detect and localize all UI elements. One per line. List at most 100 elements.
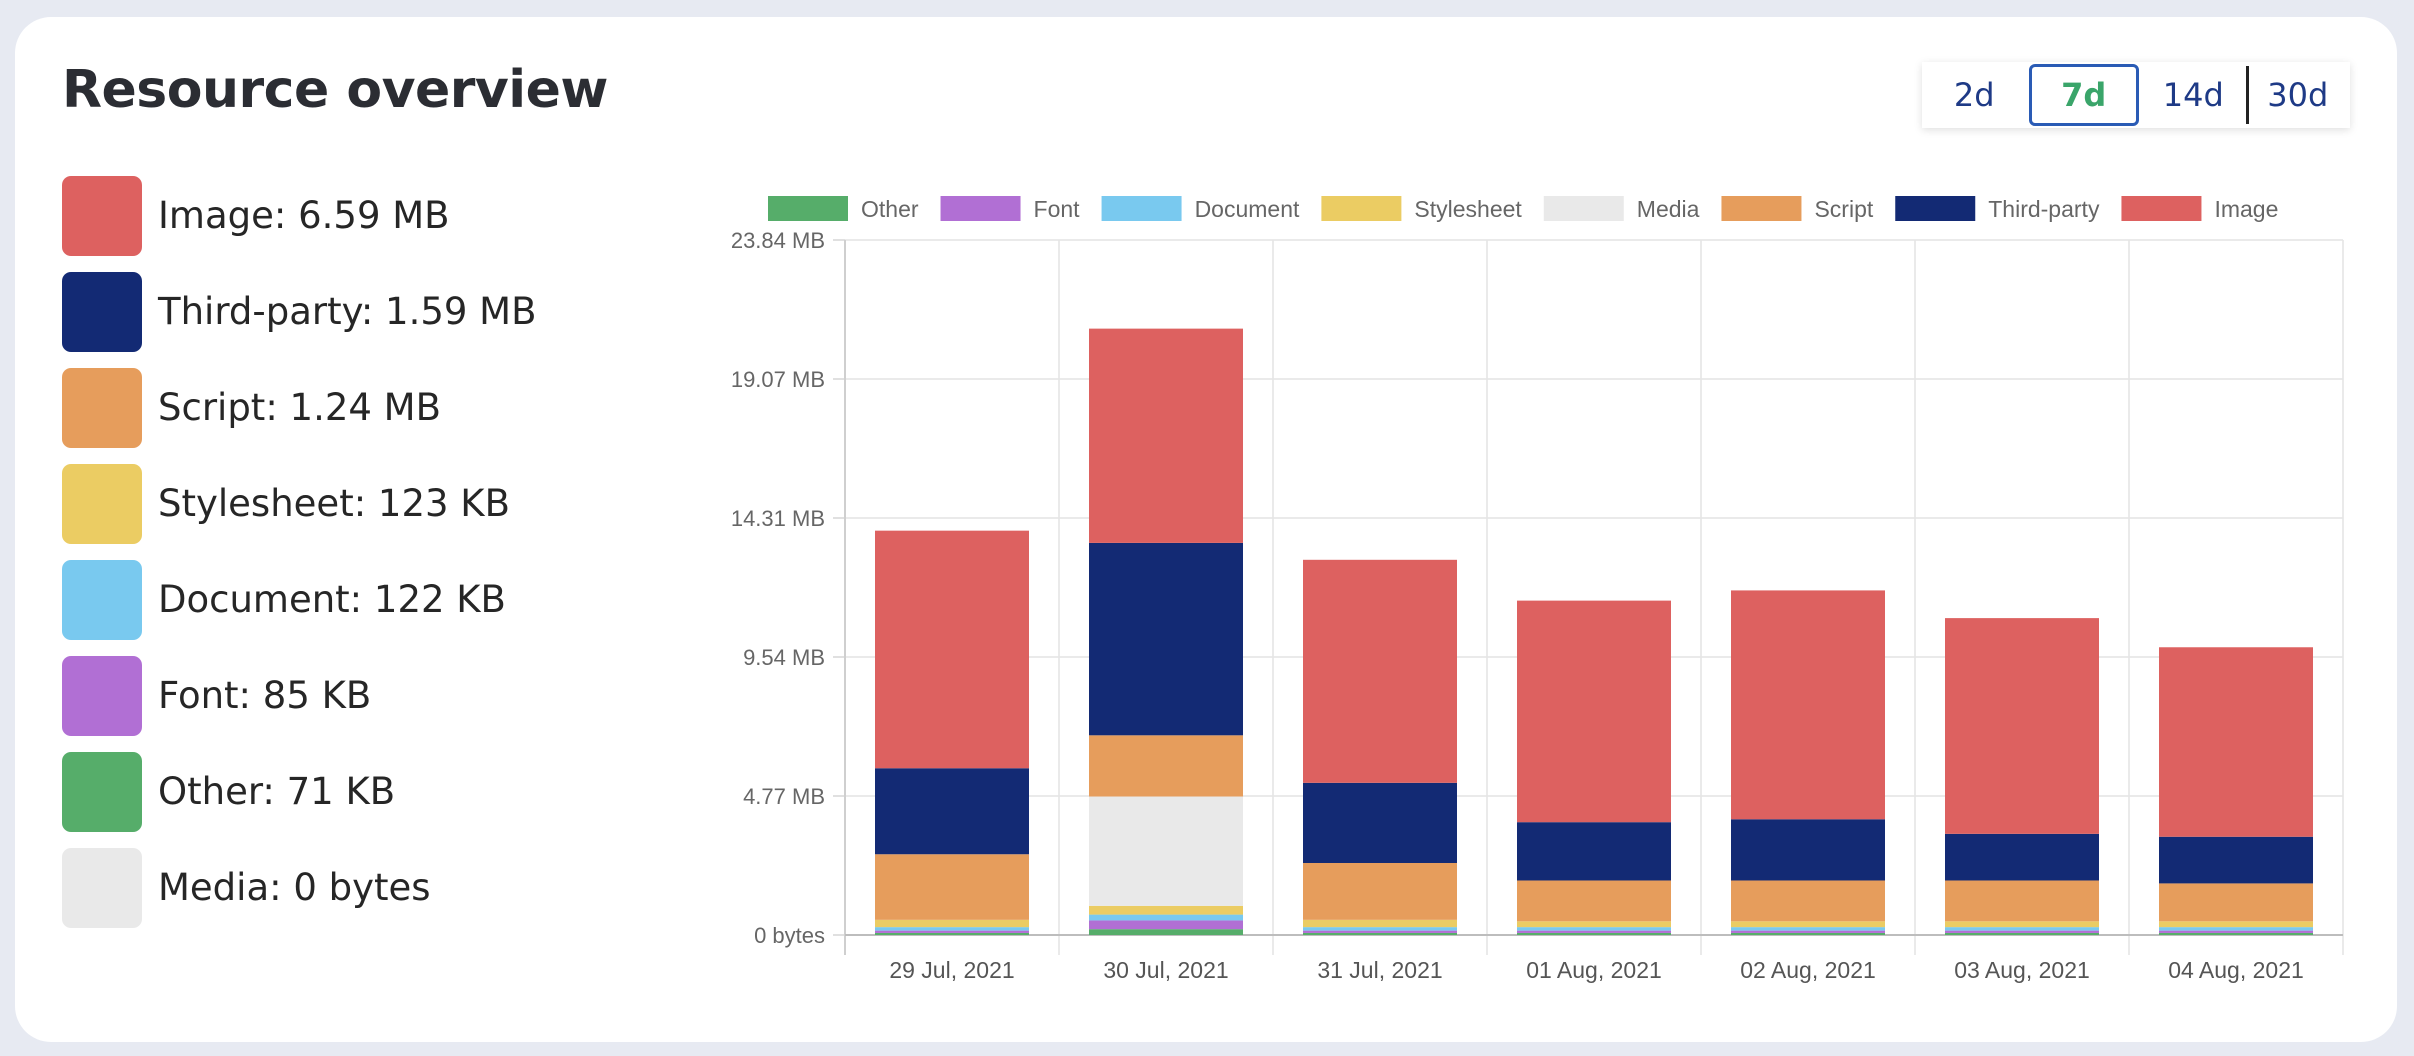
x-tick-label: 30 Jul, 2021 — [1103, 957, 1228, 983]
bar-other-29-jul-2021 — [875, 932, 1029, 935]
bar-document-31-jul-2021 — [1303, 927, 1457, 931]
legend-swatch-third-party — [1895, 196, 1976, 221]
bar-stylesheet-04-aug-2021 — [2159, 921, 2313, 928]
bar-script-30-jul-2021 — [1089, 735, 1243, 797]
media-color-swatch — [62, 848, 142, 928]
bar-image-01-aug-2021 — [1517, 600, 1671, 823]
range-7d-button[interactable]: 7d — [2028, 64, 2139, 126]
bar-font-30-jul-2021 — [1089, 920, 1243, 930]
legend-swatch-font — [940, 196, 1021, 221]
bar-stylesheet-29-jul-2021 — [875, 919, 1029, 928]
legend-label-font: Font — [1034, 196, 1081, 222]
script-color-swatch — [62, 368, 142, 448]
summary-label-script: Script: 1.24 MB — [158, 386, 441, 429]
legend-label-media: Media — [1637, 196, 1700, 222]
third-party-color-swatch — [62, 272, 142, 352]
bar-stylesheet-02-aug-2021 — [1731, 921, 1885, 928]
legend-swatch-document — [1101, 196, 1182, 221]
summary-label-third-party: Third-party: 1.59 MB — [158, 290, 537, 333]
y-tick-label: 4.77 MB — [743, 784, 825, 809]
bar-document-04-aug-2021 — [2159, 927, 2313, 931]
bar-document-01-aug-2021 — [1517, 927, 1671, 931]
bar-other-31-jul-2021 — [1303, 932, 1457, 935]
bar-third-party-04-aug-2021 — [2159, 836, 2313, 884]
x-tick-label: 03 Aug, 2021 — [1954, 957, 2090, 983]
bar-image-04-aug-2021 — [2159, 647, 2313, 837]
font-color-swatch — [62, 656, 142, 736]
legend-label-document: Document — [1195, 196, 1300, 222]
x-tick-label: 29 Jul, 2021 — [889, 957, 1014, 983]
bar-stylesheet-03-aug-2021 — [1945, 921, 2099, 928]
legend-swatch-image — [2121, 196, 2202, 221]
bar-document-03-aug-2021 — [1945, 927, 2099, 931]
bar-media-30-jul-2021 — [1089, 796, 1243, 906]
legend-label-image: Image — [2214, 196, 2278, 222]
date-range-selector: 2d 7d 14d 30d — [1922, 62, 2350, 128]
y-tick-label: 19.07 MB — [731, 367, 825, 392]
bar-image-02-aug-2021 — [1731, 590, 1885, 820]
summary-label-document: Document: 122 KB — [158, 578, 506, 621]
legend-label-other: Other — [861, 196, 919, 222]
summary-label-media: Media: 0 bytes — [158, 866, 431, 909]
legend-swatch-other — [768, 196, 848, 221]
other-color-swatch — [62, 752, 142, 832]
bar-third-party-01-aug-2021 — [1517, 822, 1671, 881]
document-color-swatch — [62, 560, 142, 640]
image-color-swatch — [62, 176, 142, 256]
legend-label-stylesheet: Stylesheet — [1414, 196, 1522, 222]
bar-stylesheet-01-aug-2021 — [1517, 921, 1671, 928]
summary-label-image: Image: 6.59 MB — [158, 194, 450, 237]
summary-label-stylesheet: Stylesheet: 123 KB — [158, 482, 510, 525]
bar-document-30-jul-2021 — [1089, 914, 1243, 921]
bar-image-30-jul-2021 — [1089, 328, 1243, 543]
range-30d-button[interactable]: 30d — [2245, 62, 2351, 128]
bar-font-01-aug-2021 — [1517, 930, 1671, 933]
bar-script-01-aug-2021 — [1517, 880, 1671, 922]
x-tick-label: 04 Aug, 2021 — [2168, 957, 2304, 983]
bar-script-31-jul-2021 — [1303, 862, 1457, 920]
bar-third-party-03-aug-2021 — [1945, 833, 2099, 881]
range-14d-button[interactable]: 14d — [2162, 76, 2224, 114]
x-tick-label: 31 Jul, 2021 — [1317, 957, 1442, 983]
summary-label-other: Other: 71 KB — [158, 770, 396, 813]
bar-other-03-aug-2021 — [1945, 932, 2099, 935]
bar-script-04-aug-2021 — [2159, 883, 2313, 922]
legend-label-third-party: Third-party — [1988, 196, 2100, 222]
x-tick-label: 01 Aug, 2021 — [1526, 957, 1662, 983]
y-tick-label: 9.54 MB — [743, 645, 825, 670]
bar-document-02-aug-2021 — [1731, 927, 1885, 931]
range-2d-button[interactable]: 2d — [1953, 76, 1995, 114]
bar-third-party-29-jul-2021 — [875, 768, 1029, 855]
summary-label-font: Font: 85 KB — [158, 674, 372, 717]
bar-stylesheet-30-jul-2021 — [1089, 905, 1243, 915]
legend-swatch-media — [1543, 196, 1624, 221]
bar-third-party-30-jul-2021 — [1089, 542, 1243, 736]
chart-legend: Other Font Document Stylesheet Media Script Th… — [768, 196, 2278, 222]
y-tick-label: 14.31 MB — [731, 506, 825, 531]
x-tick-label: 02 Aug, 2021 — [1740, 957, 1876, 983]
bar-font-04-aug-2021 — [2159, 930, 2313, 933]
bar-other-04-aug-2021 — [2159, 932, 2313, 935]
bar-image-31-jul-2021 — [1303, 559, 1457, 783]
bar-image-03-aug-2021 — [1945, 618, 2099, 834]
bar-image-29-jul-2021 — [875, 530, 1029, 769]
bar-third-party-31-jul-2021 — [1303, 782, 1457, 863]
bar-font-02-aug-2021 — [1731, 930, 1885, 933]
bar-script-02-aug-2021 — [1731, 880, 1885, 922]
bar-font-31-jul-2021 — [1303, 930, 1457, 933]
bar-document-29-jul-2021 — [875, 927, 1029, 931]
legend-swatch-script — [1721, 196, 1802, 221]
bar-stylesheet-31-jul-2021 — [1303, 919, 1457, 928]
bar-other-01-aug-2021 — [1517, 932, 1671, 935]
y-tick-label: 0 bytes — [754, 923, 825, 948]
bar-font-03-aug-2021 — [1945, 930, 2099, 933]
y-tick-label: 23.84 MB — [731, 228, 825, 253]
bar-third-party-02-aug-2021 — [1731, 819, 1885, 881]
legend-swatch-stylesheet — [1321, 196, 1402, 221]
bar-script-29-jul-2021 — [875, 854, 1029, 920]
bar-script-03-aug-2021 — [1945, 880, 2099, 922]
legend-label-script: Script — [1814, 196, 1873, 222]
stylesheet-color-swatch — [62, 464, 142, 544]
page-title: Resource overview — [62, 60, 608, 120]
